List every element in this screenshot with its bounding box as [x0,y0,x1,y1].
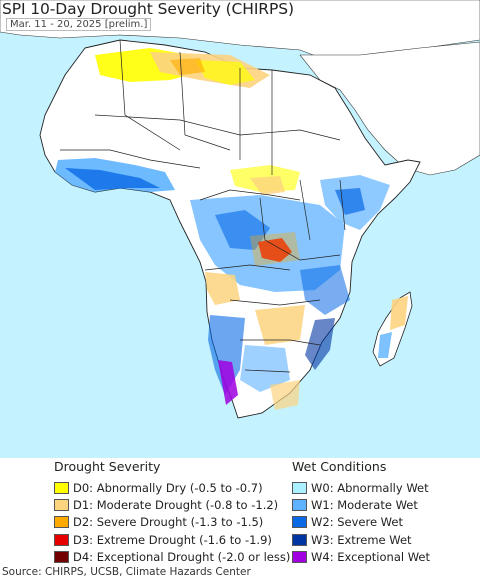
legend-item-d2: D2: Severe Drought (-1.3 to -1.5) [54,514,290,531]
legend-swatch-w0 [292,481,307,494]
legend-label-w1: W1: Moderate Wet [311,498,418,513]
legend-item-w3: W3: Extreme Wet [292,531,430,548]
country-borders [60,39,346,373]
europe-landmass [0,0,480,66]
page-title: SPI 10-Day Drought Severity (CHIRPS) [2,0,294,18]
wet-legend: Wet Conditions W0: Abnormally Wet W1: Mo… [292,458,430,566]
legend-label-w3: W3: Extreme Wet [311,532,412,547]
zambia-d1-patch [255,305,305,345]
algeria-d2-patch [170,58,205,75]
legend-label-d3: D3: Extreme Drought (-1.6 to -1.9) [73,532,272,547]
mozambique-wet [305,318,335,370]
legend-item-d1: D1: Moderate Drought (-0.8 to -1.2) [54,496,290,513]
drought-legend-heading: Drought Severity [54,459,161,474]
legend-swatch-d4 [54,551,69,564]
legend-item-d0: D0: Abnormally Dry (-0.5 to -0.7) [54,479,290,496]
legend-label-d1: D1: Moderate Drought (-0.8 to -1.2) [73,498,279,513]
legend-item-d4: D4: Exceptional Drought (-2.0 or less) [54,549,290,566]
legend-label-w2: W2: Severe Wet [311,515,403,530]
legend-label-d0: D0: Abnormally Dry (-0.5 to -0.7) [73,480,263,495]
legend-label-d2: D2: Severe Drought (-1.3 to -1.5) [73,515,264,530]
legend-swatch-d0 [54,481,69,494]
angola-d1-patch [205,272,240,305]
legend-item-w2: W2: Severe Wet [292,514,430,531]
source-credit: Source: CHIRPS, UCSB, Climate Hazards Ce… [2,566,251,578]
namibia-exceptional-wet [218,360,238,405]
legend-item-w0: W0: Abnormally Wet [292,479,430,496]
legend-swatch-d3 [54,533,69,546]
middle-east-landmass [299,41,480,176]
madagascar-d1-patch [390,296,408,330]
south-africa-d1-patch [270,380,300,410]
botswana-wet [240,345,290,392]
legend-item-w4: W4: Exceptional Wet [292,549,430,566]
wet-legend-heading: Wet Conditions [292,459,387,474]
legend-swatch-d2 [54,516,69,529]
tanzania-wet [300,265,350,315]
congo-drought-core [258,238,292,262]
congo-drought-halo [250,232,300,266]
legend-item-w1: W1: Moderate Wet [292,496,430,513]
central-africa-wet-strong [215,210,270,250]
legend-swatch-w2 [292,516,307,529]
drought-legend: Drought Severity D0: Abnormally Dry (-0.… [54,458,290,566]
legend-label-w0: W0: Abnormally Wet [311,480,429,495]
west-africa-wet-strong [65,168,160,190]
namibia-wet [208,315,245,395]
legend-swatch-w4 [292,551,307,564]
date-range-label: Mar. 11 - 20, 2025 [prelim.] [6,18,152,31]
legend-swatch-w3 [292,533,307,546]
sahel-d1-patch [250,176,285,195]
legend-item-d3: D3: Extreme Drought (-1.6 to -1.9) [54,531,290,548]
legend-label-w4: W4: Exceptional Wet [311,550,430,565]
legend-swatch-w1 [292,499,307,512]
drought-map [0,0,480,458]
madagascar-wet-patch [378,332,392,358]
legend-swatch-d1 [54,499,69,512]
legend-label-d4: D4: Exceptional Drought (-2.0 or less) [73,550,291,565]
